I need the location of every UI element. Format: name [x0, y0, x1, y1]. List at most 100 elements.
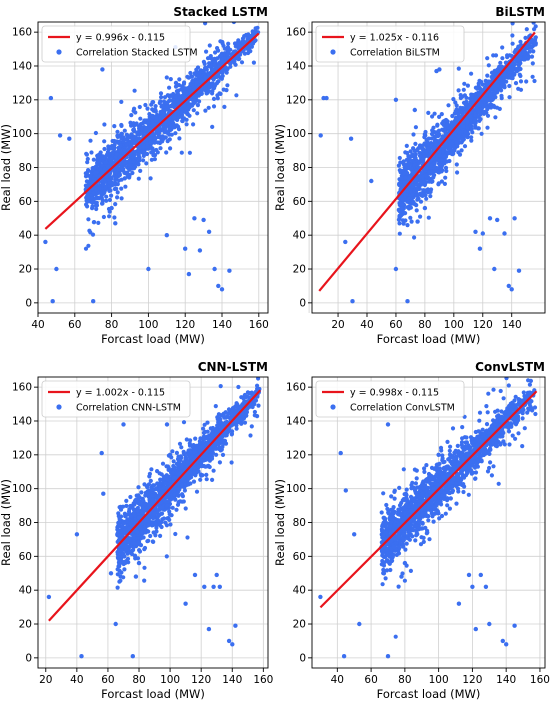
outlier-point	[434, 68, 439, 74]
data-point	[454, 103, 459, 108]
data-point	[115, 133, 120, 138]
data-point	[533, 35, 538, 40]
data-point	[173, 131, 178, 136]
data-point	[166, 493, 171, 498]
data-point	[173, 94, 178, 99]
data-point	[90, 206, 95, 211]
outlier-point	[480, 231, 485, 236]
data-point	[171, 459, 176, 464]
data-point	[478, 117, 483, 122]
data-point	[186, 75, 191, 80]
data-point	[115, 129, 120, 134]
data-point	[220, 69, 225, 74]
data-point	[119, 99, 124, 104]
data-point	[443, 165, 449, 170]
outlier-point	[487, 216, 493, 221]
data-point	[417, 153, 423, 158]
data-point	[199, 88, 204, 93]
data-point	[131, 547, 136, 553]
data-point	[530, 74, 535, 79]
data-point	[117, 533, 122, 538]
data-point	[168, 146, 173, 151]
data-point	[131, 507, 136, 512]
data-point	[436, 130, 441, 135]
data-point	[187, 89, 193, 94]
data-point	[90, 180, 95, 185]
data-point	[169, 104, 174, 109]
data-point	[203, 87, 208, 92]
data-point	[119, 131, 124, 136]
data-point	[518, 73, 523, 79]
data-point	[147, 502, 152, 507]
data-point	[131, 535, 136, 540]
data-point	[129, 113, 134, 118]
data-point	[406, 198, 411, 204]
data-point	[409, 166, 414, 171]
data-point	[128, 494, 133, 500]
legend-label-fit: y = 0.996x - 0.115	[76, 33, 165, 44]
data-point	[169, 497, 174, 502]
data-point	[84, 151, 89, 156]
data-point	[255, 25, 260, 30]
data-point	[134, 122, 139, 127]
data-point	[465, 125, 470, 131]
data-point	[153, 140, 158, 145]
data-point	[210, 57, 215, 62]
data-point	[466, 105, 471, 110]
data-point	[449, 135, 454, 140]
data-point	[146, 523, 151, 528]
data-point	[220, 452, 226, 457]
data-point	[176, 83, 182, 88]
x-tick-label: 60	[389, 319, 402, 331]
data-point	[443, 175, 448, 180]
data-point	[164, 473, 169, 478]
data-point	[495, 83, 500, 88]
data-point	[224, 70, 229, 75]
data-point	[151, 100, 156, 105]
data-point	[507, 53, 512, 58]
data-point	[195, 103, 200, 108]
y-tick-label: 20	[293, 264, 306, 276]
data-point	[210, 429, 215, 434]
data-point	[155, 150, 160, 155]
data-point	[163, 481, 168, 486]
data-point	[115, 190, 120, 195]
data-point	[250, 404, 255, 410]
data-point	[498, 60, 503, 65]
data-point	[179, 445, 184, 450]
data-point	[460, 137, 465, 142]
y-tick-label: 20	[19, 264, 32, 276]
data-point	[112, 215, 117, 220]
data-point	[532, 78, 537, 84]
outlier-point	[48, 95, 54, 101]
data-point	[95, 161, 100, 166]
data-point	[203, 74, 208, 79]
x-tick-label: 100	[444, 319, 464, 331]
outlier-point	[43, 239, 48, 245]
data-point	[426, 110, 431, 115]
data-point	[430, 114, 435, 119]
data-point	[95, 195, 100, 201]
data-point	[451, 144, 456, 149]
data-point	[420, 174, 425, 179]
data-point	[167, 517, 172, 523]
x-tick-label: 140	[212, 319, 232, 331]
data-point	[88, 138, 93, 143]
legend-label-fit: y = 1.025x - 0.116	[350, 33, 439, 44]
data-point	[518, 66, 523, 72]
data-point	[510, 33, 515, 38]
data-point	[90, 167, 95, 172]
data-point	[194, 67, 199, 72]
data-point	[152, 157, 157, 162]
data-point	[210, 425, 215, 431]
data-point	[133, 553, 138, 558]
outlier-point	[393, 266, 399, 272]
data-point	[439, 179, 444, 184]
data-point	[413, 155, 418, 161]
data-point	[414, 177, 419, 183]
data-point	[206, 456, 211, 461]
data-point	[103, 184, 108, 189]
data-point	[132, 541, 137, 546]
data-point	[167, 125, 172, 130]
data-point	[424, 196, 429, 201]
